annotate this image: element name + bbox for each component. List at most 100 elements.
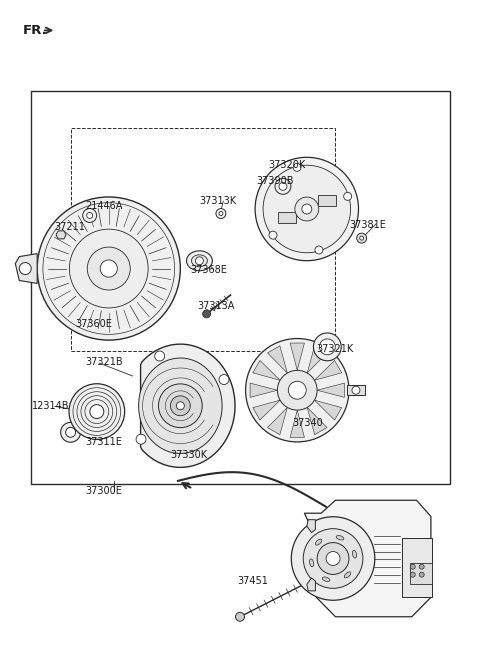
Text: 37320K: 37320K — [269, 160, 306, 170]
Bar — [278, 212, 296, 223]
Polygon shape — [314, 361, 342, 380]
Circle shape — [100, 260, 117, 277]
Polygon shape — [253, 361, 280, 380]
Circle shape — [313, 333, 341, 361]
Bar — [71, 128, 336, 352]
Bar — [347, 385, 365, 395]
Text: 37211: 37211 — [54, 222, 85, 232]
Text: 37360E: 37360E — [75, 319, 112, 329]
Text: 37451: 37451 — [238, 576, 268, 586]
Text: 37340: 37340 — [292, 418, 323, 428]
Text: 37368E: 37368E — [190, 266, 227, 275]
Circle shape — [60, 422, 81, 442]
Circle shape — [269, 231, 277, 239]
Circle shape — [83, 208, 96, 223]
Text: 37321K: 37321K — [316, 344, 354, 354]
Circle shape — [203, 310, 211, 318]
Circle shape — [295, 197, 319, 221]
Circle shape — [195, 256, 204, 265]
Text: 21446A: 21446A — [85, 201, 122, 211]
Circle shape — [352, 386, 360, 395]
Polygon shape — [314, 400, 342, 420]
Ellipse shape — [322, 577, 330, 581]
Polygon shape — [317, 383, 345, 397]
Circle shape — [344, 193, 352, 201]
Circle shape — [319, 339, 336, 355]
Bar — [318, 195, 336, 206]
Ellipse shape — [336, 536, 344, 540]
Circle shape — [357, 233, 367, 243]
Circle shape — [19, 262, 31, 275]
Polygon shape — [56, 231, 66, 239]
Circle shape — [410, 572, 415, 577]
Ellipse shape — [352, 550, 357, 558]
Circle shape — [136, 434, 146, 444]
Circle shape — [315, 246, 323, 254]
Circle shape — [293, 163, 301, 171]
Circle shape — [317, 542, 349, 574]
Polygon shape — [307, 346, 327, 373]
Circle shape — [419, 564, 424, 569]
Circle shape — [279, 182, 287, 190]
Circle shape — [302, 204, 312, 214]
Bar — [410, 562, 432, 585]
Ellipse shape — [310, 559, 314, 567]
Polygon shape — [15, 254, 37, 283]
Circle shape — [303, 529, 363, 589]
Circle shape — [158, 384, 202, 428]
Bar — [31, 91, 450, 484]
Circle shape — [360, 236, 364, 240]
Polygon shape — [267, 408, 288, 435]
Circle shape — [288, 381, 306, 399]
Circle shape — [176, 402, 184, 409]
Text: 37390B: 37390B — [257, 176, 294, 186]
Text: 12314B: 12314B — [33, 402, 70, 411]
Polygon shape — [139, 358, 222, 454]
Ellipse shape — [344, 572, 351, 578]
Circle shape — [219, 212, 223, 215]
Text: 37300E: 37300E — [85, 486, 122, 495]
Circle shape — [410, 564, 415, 569]
Circle shape — [219, 374, 229, 385]
Circle shape — [216, 208, 226, 219]
Circle shape — [326, 551, 340, 566]
Circle shape — [37, 197, 180, 340]
Text: 37313K: 37313K — [199, 196, 237, 206]
Text: 37313A: 37313A — [197, 301, 234, 311]
Text: 37321B: 37321B — [85, 357, 122, 367]
Circle shape — [291, 517, 375, 600]
Circle shape — [236, 613, 244, 621]
Polygon shape — [307, 408, 327, 435]
Circle shape — [155, 351, 165, 361]
Ellipse shape — [315, 539, 322, 545]
Circle shape — [87, 247, 130, 290]
Circle shape — [87, 212, 93, 219]
Circle shape — [263, 165, 350, 253]
Bar — [402, 538, 432, 598]
Text: 37381E: 37381E — [350, 220, 386, 230]
Ellipse shape — [187, 251, 212, 271]
Circle shape — [255, 158, 359, 260]
Text: 37311E: 37311E — [85, 437, 122, 447]
Circle shape — [70, 229, 148, 308]
Text: 37330K: 37330K — [171, 450, 208, 460]
Circle shape — [66, 427, 75, 437]
Circle shape — [170, 396, 190, 416]
Polygon shape — [253, 400, 280, 420]
Circle shape — [419, 572, 424, 577]
Circle shape — [246, 339, 349, 442]
Circle shape — [90, 405, 104, 419]
Polygon shape — [267, 346, 288, 373]
Circle shape — [277, 370, 317, 410]
Polygon shape — [250, 383, 277, 397]
Text: FR.: FR. — [23, 24, 48, 37]
Polygon shape — [141, 344, 235, 467]
Ellipse shape — [192, 255, 207, 267]
Polygon shape — [290, 410, 304, 437]
Polygon shape — [307, 519, 315, 533]
Polygon shape — [304, 500, 431, 616]
Circle shape — [69, 383, 125, 439]
Polygon shape — [290, 343, 304, 370]
Circle shape — [275, 178, 291, 194]
Polygon shape — [307, 578, 315, 591]
